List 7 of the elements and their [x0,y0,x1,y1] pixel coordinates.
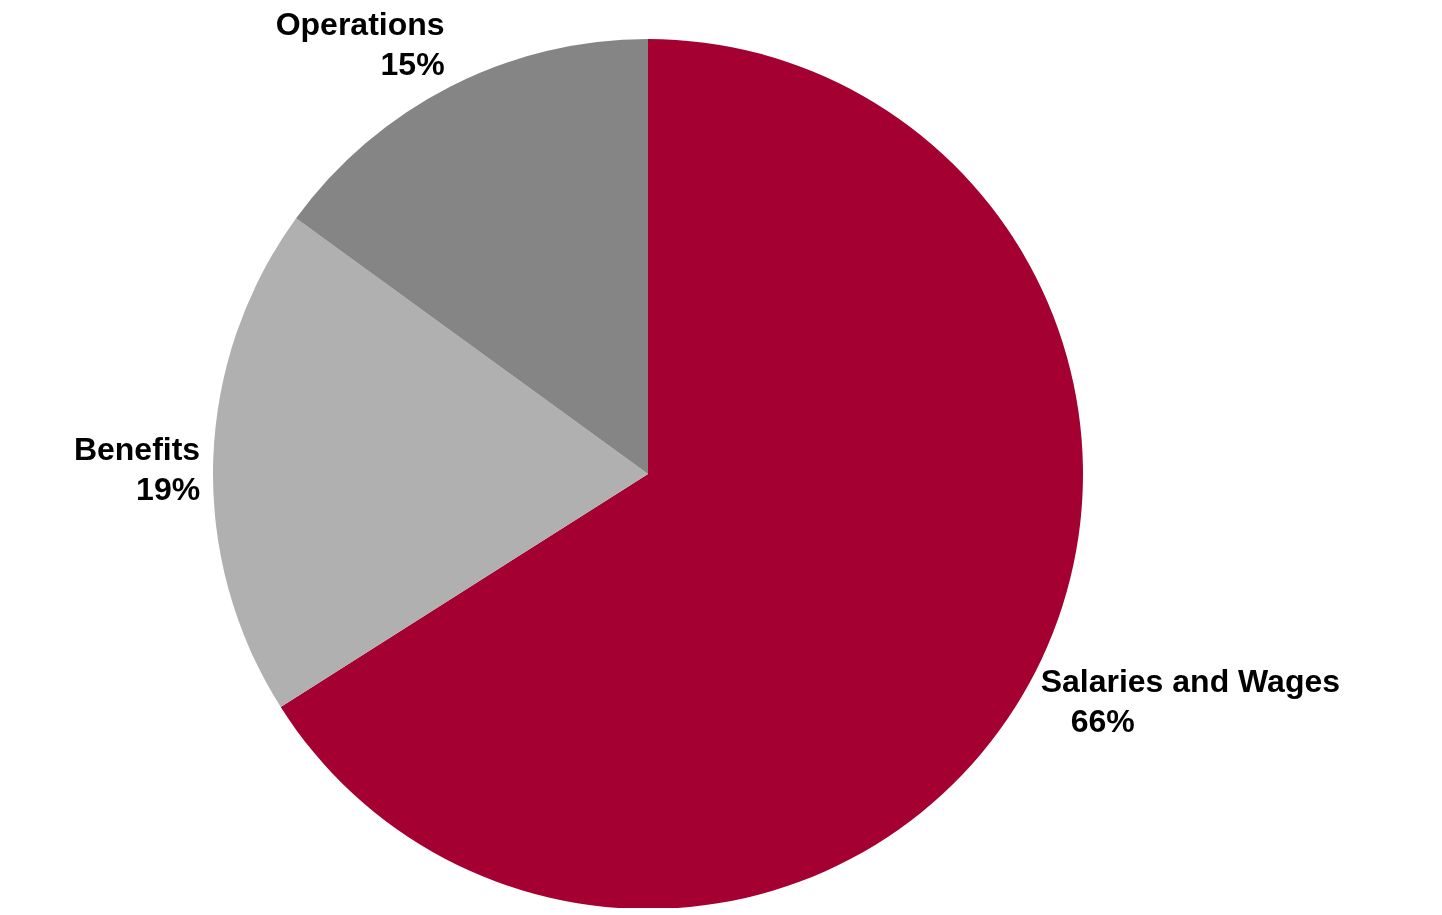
slice-label: Operations [275,5,445,42]
data-label: 19% [136,470,201,507]
data-label: 15% [380,45,445,82]
slice-label: Salaries and Wages [1040,662,1341,699]
data-label: 66% [1070,702,1135,739]
pie-slice [213,218,648,708]
slice-label: Benefits [73,430,201,467]
